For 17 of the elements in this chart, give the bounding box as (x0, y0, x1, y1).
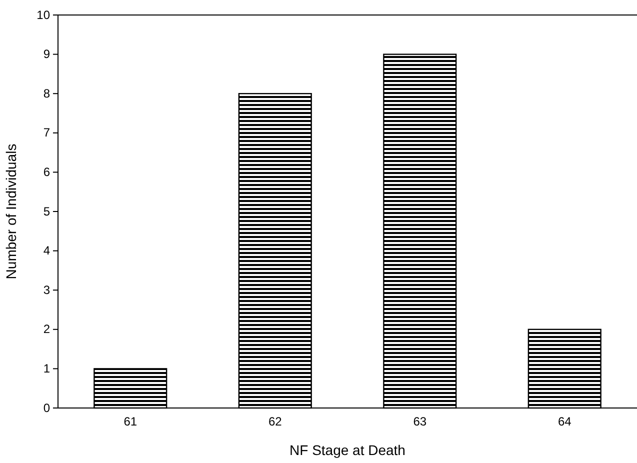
y-tick-label: 9 (43, 47, 50, 62)
y-axis-title: Number of Individuals (3, 144, 19, 280)
y-tick-label: 0 (43, 400, 50, 415)
y-tick-label: 7 (43, 126, 50, 140)
x-tick-label: 62 (268, 414, 282, 428)
y-tick-label: 4 (43, 244, 50, 258)
y-tick-label: 1 (43, 362, 50, 376)
x-tick-label: 64 (558, 414, 572, 428)
y-tick-label: 5 (43, 204, 50, 218)
y-tick-label: 2 (43, 322, 50, 336)
x-axis-title: NF Stage at Death (290, 442, 406, 458)
x-tick-label: 61 (124, 414, 138, 428)
y-tick-label: 8 (43, 86, 50, 100)
y-tick-label: 10 (36, 8, 50, 22)
y-tick-label: 6 (43, 165, 50, 180)
y-tick-label: 3 (43, 282, 50, 297)
x-tick-label: 63 (413, 414, 427, 428)
